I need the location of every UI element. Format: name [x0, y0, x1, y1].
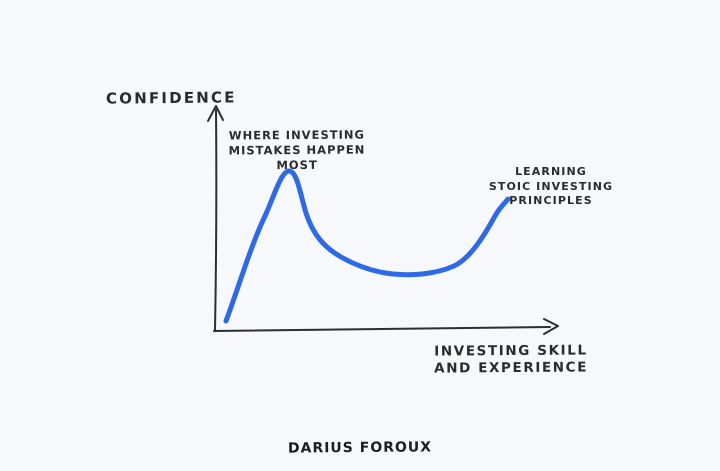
peak-annotation: WHERE INVESTING MISTAKES HAPPEN MOST — [226, 128, 368, 174]
x-axis-label-line1: INVESTING SKILL — [434, 342, 588, 360]
stoic-annotation-line3: PRINCIPLES — [509, 194, 593, 207]
stoic-annotation-line1: LEARNING — [515, 165, 587, 178]
stoic-annotation-line2: STOIC INVESTING — [488, 179, 614, 193]
x-axis-arrowhead-icon — [543, 318, 559, 335]
peak-annotation-line2: MISTAKES HAPPEN — [228, 142, 366, 158]
peak-annotation-line3: MOST — [276, 157, 318, 173]
y-axis-label: CONFIDENCE — [105, 88, 237, 108]
peak-annotation-line1: WHERE INVESTING — [228, 127, 365, 143]
x-axis-line — [213, 326, 551, 332]
confidence-curve-line — [223, 168, 511, 324]
x-axis-label-line2: AND EXPERIENCE — [434, 359, 589, 377]
y-axis-arrowhead-icon — [207, 105, 224, 122]
y-axis-line — [214, 109, 218, 332]
stoic-principles-annotation: LEARNING STOIC INVESTING PRINCIPLES — [487, 165, 615, 209]
x-axis-label: INVESTING SKILL AND EXPERIENCE — [430, 342, 592, 377]
